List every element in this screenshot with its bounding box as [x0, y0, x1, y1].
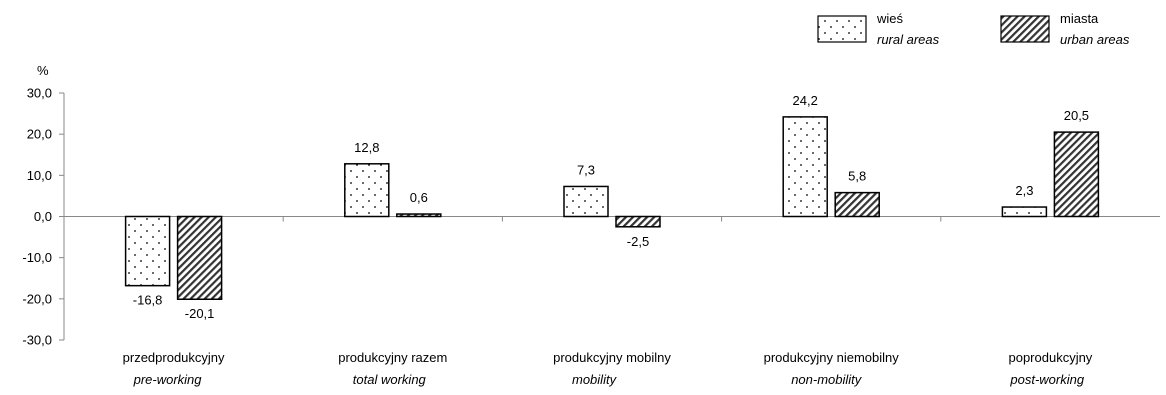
data-label: 5,8 [848, 169, 866, 184]
data-label: 7,3 [577, 162, 595, 177]
y-tick-label: -20,0 [22, 291, 52, 306]
category-label: przedprodukcyjny [123, 350, 225, 365]
category-sublabel: non-mobility [791, 372, 863, 387]
data-label: -20,1 [185, 306, 215, 321]
y-tick-label: 10,0 [27, 168, 52, 183]
y-tick-label: -30,0 [22, 333, 52, 348]
bar-rural [782, 116, 828, 218]
y-axis-label: % [37, 63, 49, 78]
category-label: produkcyjny mobilny [553, 350, 671, 365]
y-tick-label: 0,0 [34, 209, 52, 224]
data-label: 0,6 [410, 190, 428, 205]
category-sublabel: total working [353, 372, 427, 387]
bar-urban [615, 215, 661, 228]
data-label: 12,8 [354, 140, 379, 155]
bar-urban [834, 191, 880, 218]
legend-label: miasta [1060, 11, 1099, 26]
bar-urban [396, 213, 442, 218]
bar-rural [344, 163, 390, 218]
bar-urban [1053, 131, 1100, 218]
category-sublabel: post-working [1009, 372, 1084, 387]
legend-swatch-rural [817, 15, 867, 43]
category-label: produkcyjny niemobilny [764, 350, 900, 365]
y-tick-label: 30,0 [27, 86, 52, 101]
category-sublabel: mobility [572, 372, 618, 387]
category-sublabel: pre-working [133, 372, 203, 387]
category-label: poprodukcyjny [1008, 350, 1092, 365]
legend-sublabel: rural areas [877, 32, 940, 47]
bar-rural [124, 215, 171, 287]
bar-urban [176, 215, 223, 300]
bar-rural [563, 185, 609, 218]
legend-sublabel: urban areas [1060, 32, 1130, 47]
legend-swatch-urban [1000, 15, 1050, 43]
data-label: 2,3 [1015, 183, 1033, 198]
y-tick-label: -10,0 [22, 250, 52, 265]
data-label: -2,5 [627, 234, 649, 249]
data-label: 24,2 [793, 93, 818, 108]
data-label: 20,5 [1064, 108, 1089, 123]
bar-rural [1001, 206, 1048, 218]
legend-label: wieś [876, 11, 904, 26]
y-tick-label: 20,0 [27, 127, 52, 142]
category-label: produkcyjny razem [338, 350, 447, 365]
data-label: -16,8 [133, 293, 163, 308]
